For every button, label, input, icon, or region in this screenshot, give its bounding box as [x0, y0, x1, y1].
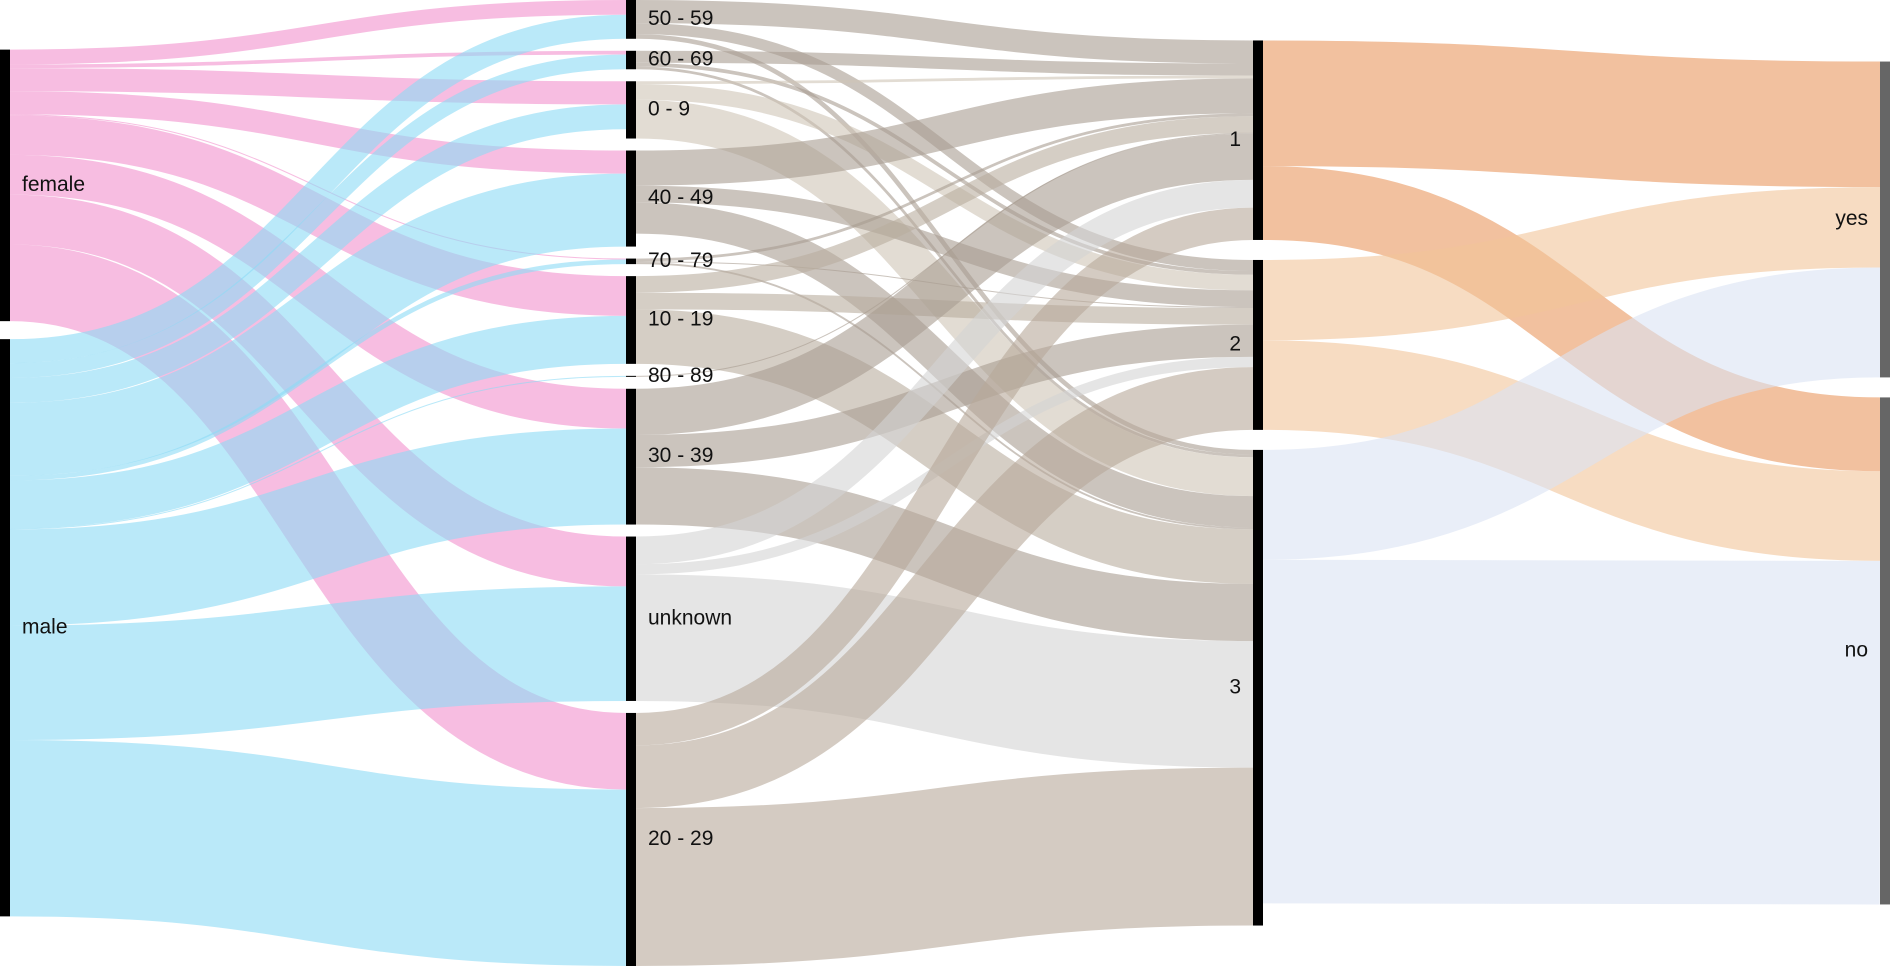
link-10-19-to-1 [635, 116, 1254, 293]
node-1 [1253, 40, 1263, 240]
link-3-to-yes [1262, 267, 1881, 560]
link-40-49-to-1 [635, 78, 1254, 186]
node-label-60-69: 60 - 69 [648, 48, 713, 71]
link-female-to-0-9 [9, 68, 627, 105]
link-male-to-70-79 [9, 259, 627, 481]
node-yes [1880, 61, 1890, 378]
link-3-to-no [1262, 559, 1881, 905]
node-label-80-89: 80 - 89 [648, 364, 713, 387]
node-male [0, 339, 10, 917]
node-no [1880, 397, 1890, 905]
link-30-39-to-1 [635, 133, 1254, 435]
link-female-to-unknown [9, 194, 627, 587]
node-label-20-29: 20 - 29 [648, 827, 713, 850]
node-80-89 [626, 375, 636, 377]
link-male-to-50-59 [9, 14, 627, 364]
link-male-to-0-9 [9, 104, 627, 403]
node-female [0, 49, 10, 322]
node-2 [1253, 259, 1263, 430]
node-3 [1253, 449, 1263, 926]
link-male-to-30-39 [9, 428, 627, 626]
node-label-40-49: 40 - 49 [648, 186, 713, 209]
link-1-to-no [1262, 166, 1881, 472]
node-unknown [626, 536, 636, 701]
link-50-59-to-1 [635, 0, 1254, 64]
node-label-10-19: 10 - 19 [648, 308, 713, 331]
link-20-29-to-1 [635, 207, 1254, 746]
node-label-70-79: 70 - 79 [648, 249, 713, 272]
node-70-79 [626, 258, 636, 265]
link-60-69-to-1 [635, 50, 1254, 76]
labels-layer: female male 50 - 59 60 - 69 0 - 9 40 - 49 70 -… [22, 7, 1868, 850]
link-30-39-to-2 [635, 324, 1254, 468]
node-label-3: 3 [1229, 675, 1241, 698]
node-label-1: 1 [1229, 128, 1241, 151]
node-10-19 [626, 276, 636, 364]
node-label-50-59: 50 - 59 [648, 7, 713, 30]
link-male-to-80-89 [9, 375, 627, 530]
node-label-0-9: 0 - 9 [648, 97, 690, 120]
node-0-9 [626, 81, 636, 139]
node-30-39 [626, 388, 636, 525]
link-unknown-to-3 [635, 574, 1254, 768]
link-70-79-to-1 [635, 113, 1254, 262]
link-female-to-40-49 [9, 91, 627, 174]
links-layer [9, 0, 1881, 966]
node-60-69 [626, 50, 636, 70]
link-0-9-to-1 [635, 75, 1254, 85]
link-male-to-20-29 [9, 739, 627, 966]
link-40-49-to-2 [635, 185, 1254, 308]
node-label-female: female [22, 173, 85, 196]
node-label-male: male [22, 615, 68, 638]
link-20-29-to-3 [635, 767, 1254, 966]
node-label-2: 2 [1229, 332, 1241, 355]
link-1-to-yes [1262, 40, 1881, 188]
node-20-29 [626, 712, 636, 966]
link-unknown-to-1 [635, 179, 1254, 565]
link-male-to-unknown [9, 586, 627, 740]
node-40-49 [626, 150, 636, 247]
node-label-30-39: 30 - 39 [648, 444, 713, 467]
link-male-to-60-69 [9, 54, 627, 378]
link-20-29-to-2 [635, 367, 1254, 809]
node-label-unknown: unknown [648, 606, 732, 629]
link-male-to-40-49 [9, 173, 627, 476]
link-female-to-50-59 [9, 0, 627, 65]
link-male-to-10-19 [9, 315, 627, 529]
node-50-59 [626, 0, 636, 39]
node-label-yes: yes [1835, 207, 1868, 230]
node-label-no: no [1845, 638, 1868, 661]
link-2-to-yes [1262, 187, 1881, 341]
